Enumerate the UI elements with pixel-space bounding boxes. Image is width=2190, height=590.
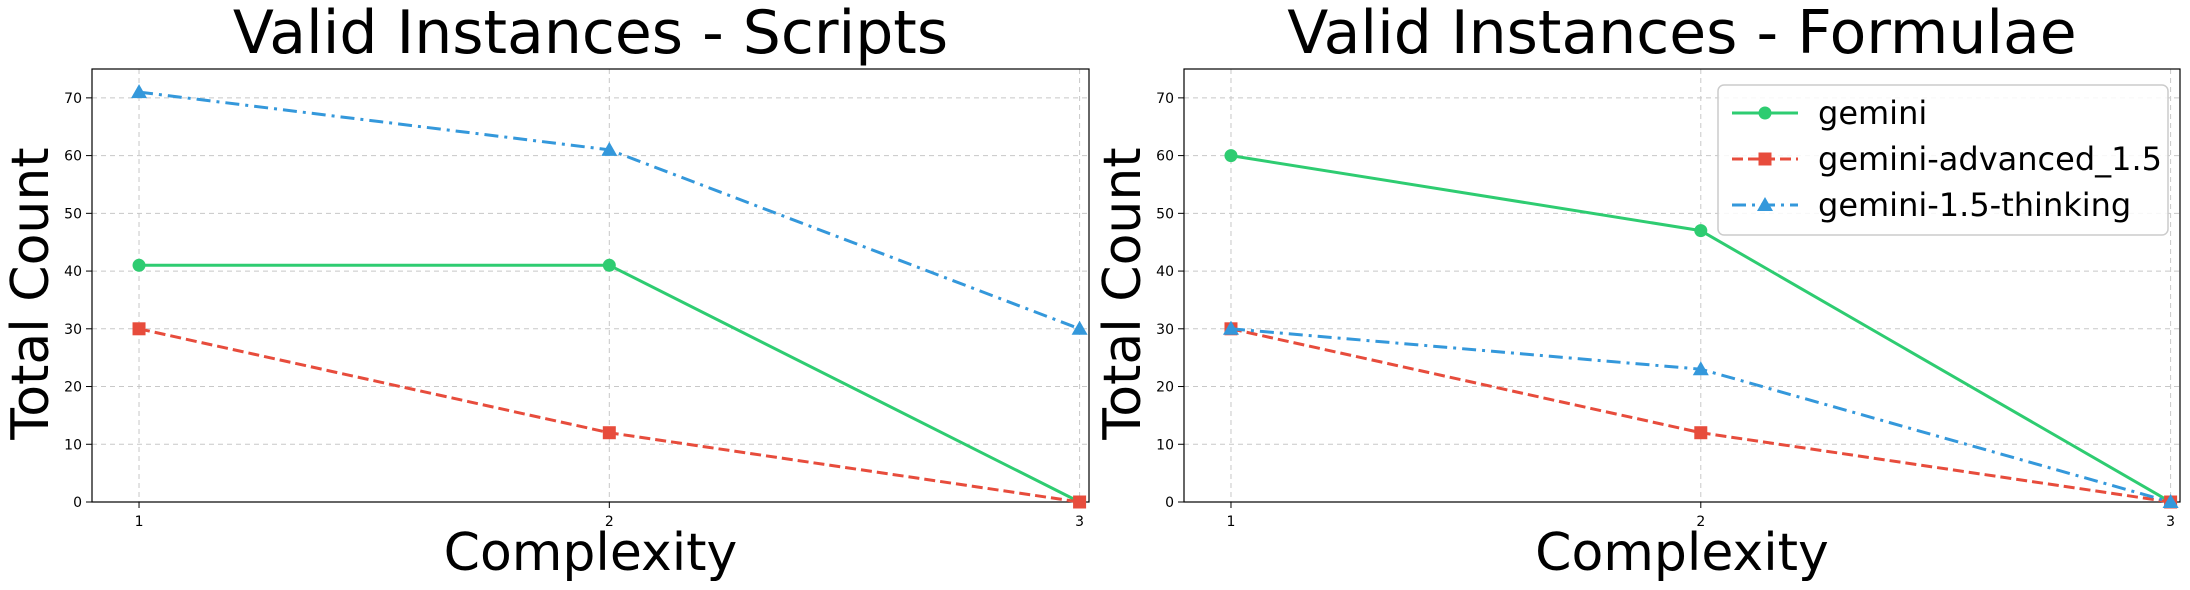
data-point <box>131 84 148 99</box>
y-tick-label: 40 <box>1156 264 1174 280</box>
data-point <box>1694 224 1708 238</box>
legend-label: gemini-advanced_1.5 <box>1818 140 2162 178</box>
data-point <box>2162 494 2179 508</box>
y-tick-label: 70 <box>1156 91 1174 107</box>
y-tick-label: 60 <box>1156 149 1174 165</box>
y-tick-label: 10 <box>1156 437 1174 453</box>
x-tick-label: 1 <box>135 514 144 530</box>
data-point <box>602 258 616 272</box>
chart-title: Valid Instances - Scripts <box>233 0 948 68</box>
y-axis-label: Total Count <box>1 147 61 440</box>
y-tick-label: 0 <box>1165 495 1174 511</box>
y-tick-label: 30 <box>64 322 82 338</box>
legend-label: gemini-1.5-thinking <box>1818 186 2131 224</box>
y-tick-label: 30 <box>1156 322 1174 338</box>
legend-marker <box>1758 152 1772 166</box>
y-tick-label: 20 <box>1156 380 1174 396</box>
legend-item-3: gemini-1.5-thinking <box>1732 186 2131 224</box>
y-tick-label: 60 <box>64 149 82 165</box>
plot-frame <box>1183 68 2181 503</box>
chart-panel-1: 0 10 20 30 40 50 60 70 1 2 3 Valid Instances - Scri… <box>1 0 1090 583</box>
data-point <box>1222 320 1239 335</box>
data-point <box>132 322 146 336</box>
x-axis-label: Complexity <box>1535 523 1829 583</box>
y-tick-label: 50 <box>1156 206 1174 222</box>
y-tick-label: 20 <box>64 380 82 396</box>
x-axis-label: Complexity <box>444 523 738 583</box>
plot-frame <box>91 68 1090 503</box>
legend-marker <box>1758 106 1772 120</box>
legend-marker <box>1757 197 1773 211</box>
legend-item-2: gemini-advanced_1.5 <box>1732 140 2162 178</box>
data-point <box>1692 361 1709 376</box>
series-3 <box>1222 320 2179 508</box>
y-tick-label: 40 <box>64 264 82 280</box>
x-tick-label: 3 <box>2166 514 2175 530</box>
y-tick-label: 50 <box>64 206 82 222</box>
data-point <box>132 258 146 272</box>
series-2 <box>132 322 1087 509</box>
y-tick-label: 10 <box>64 437 82 453</box>
y-tick-label: 70 <box>64 91 82 107</box>
data-point <box>1694 426 1708 440</box>
data-point <box>1224 149 1238 163</box>
x-tick-label: 2 <box>605 514 614 530</box>
data-point <box>601 141 618 156</box>
x-tick-label: 2 <box>1696 514 1705 530</box>
chart-title: Valid Instances - Formulae <box>1287 0 2076 68</box>
x-tick-label: 1 <box>1227 514 1236 530</box>
legend-box <box>1717 84 2169 236</box>
legend-label: gemini <box>1818 94 1927 132</box>
legend-item-1: gemini <box>1732 94 1927 132</box>
legend: gemini gemini-advanced_1.5 gemini-1.5-thin… <box>1717 84 2169 236</box>
data-point <box>1071 320 1088 335</box>
data-point <box>1073 495 1087 509</box>
series-3 <box>131 84 1088 335</box>
data-point <box>602 426 616 440</box>
y-axis-label: Total Count <box>1093 147 1153 440</box>
x-tick-label: 3 <box>1075 514 1084 530</box>
chart-panel-2: 0 10 20 30 40 50 60 70 1 2 3 Valid Instances - Form… <box>1093 0 2181 583</box>
y-tick-label: 0 <box>73 495 82 511</box>
